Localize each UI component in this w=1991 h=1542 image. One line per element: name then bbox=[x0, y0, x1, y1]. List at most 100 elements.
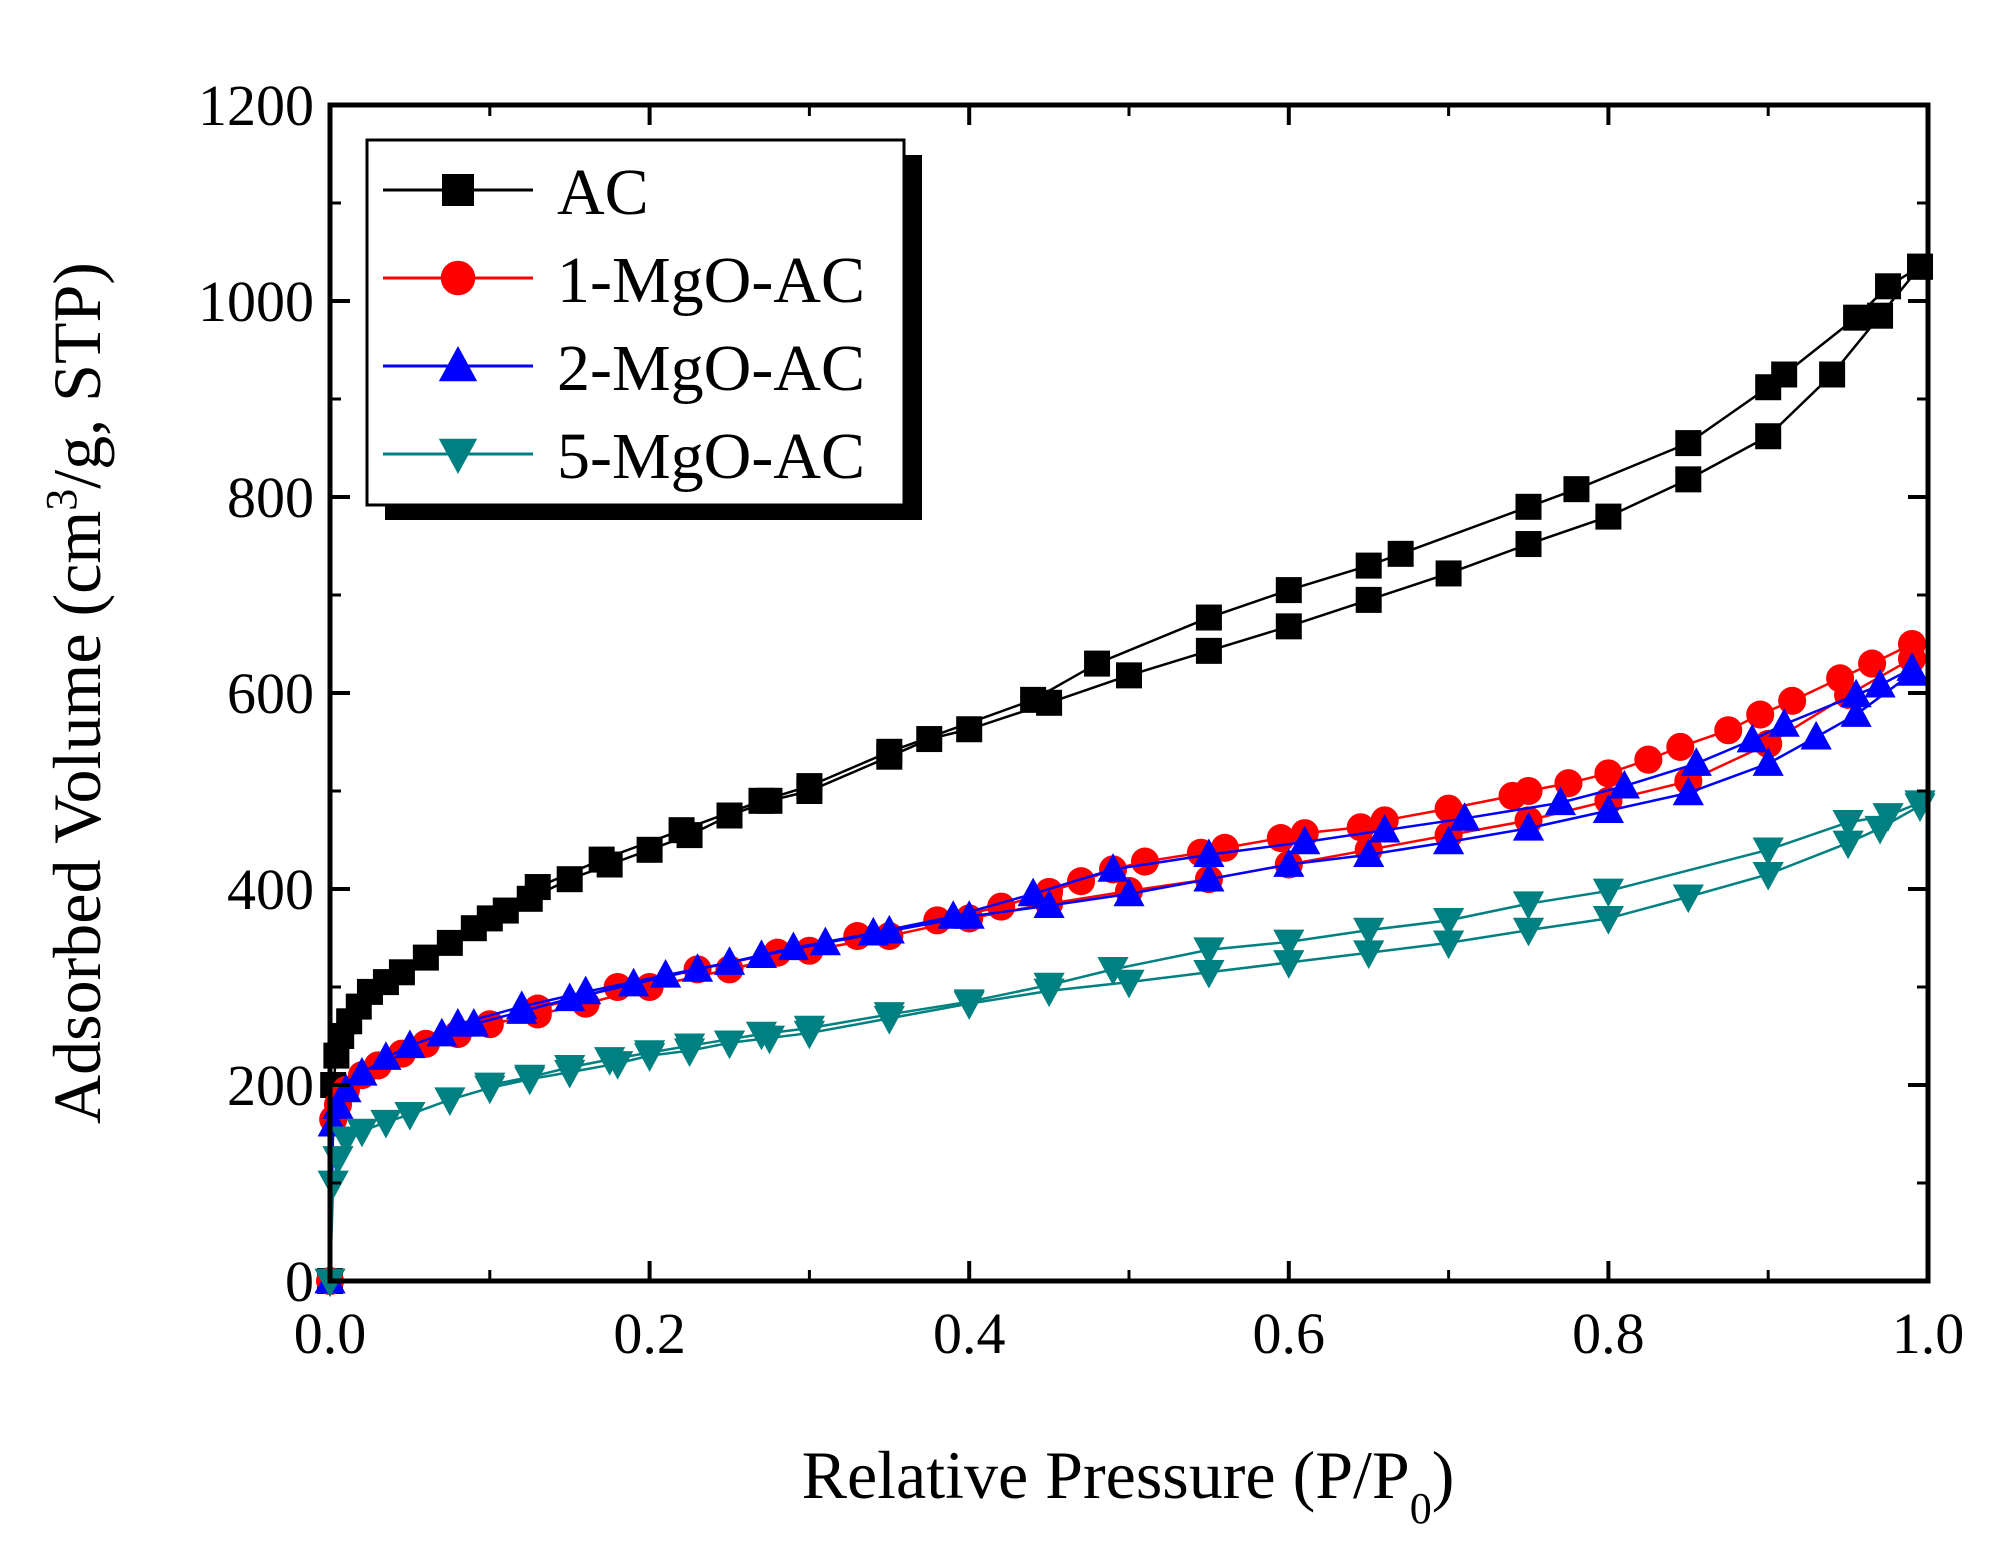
AC-adsorption-point bbox=[1435, 560, 1462, 587]
AC-desorption-point bbox=[796, 773, 823, 800]
y-tick-label: 1000 bbox=[198, 269, 314, 334]
5-MgO-AC-adsorption-point bbox=[394, 1102, 426, 1131]
1-MgO-AC-desorption-point bbox=[1210, 833, 1239, 862]
2-MgO-AC-desorption-point bbox=[1097, 853, 1129, 882]
y-tick-label: 1200 bbox=[198, 73, 314, 138]
x-tick-label: 0.6 bbox=[1253, 1301, 1326, 1366]
AC-adsorption-point bbox=[436, 929, 463, 956]
5-MgO-AC-desorption-point bbox=[1353, 917, 1385, 947]
AC-desorption-point bbox=[1387, 540, 1414, 567]
2-MgO-AC-adsorption-point bbox=[1752, 747, 1784, 776]
AC-adsorption-point bbox=[1355, 586, 1382, 613]
AC-adsorption-point bbox=[1275, 613, 1302, 640]
5-MgO-AC-adsorption-point bbox=[346, 1118, 378, 1148]
2-MgO-AC-desorption-point bbox=[1768, 708, 1800, 737]
AC-adsorption-point bbox=[1867, 302, 1894, 329]
x-axis-title: Relative Pressure (P/P0) bbox=[802, 1437, 1455, 1533]
5-MgO-AC-adsorption-point bbox=[317, 1170, 349, 1200]
2-MgO-AC-desorption-point bbox=[442, 1007, 474, 1037]
AC-desorption-point bbox=[748, 787, 775, 814]
2-MgO-AC-desorption-point bbox=[937, 900, 969, 929]
5-MgO-AC-desorption-point bbox=[474, 1072, 506, 1102]
AC-adsorption-point bbox=[916, 726, 943, 753]
AC-adsorption-point bbox=[636, 836, 663, 863]
AC-desorption-point bbox=[1355, 552, 1382, 579]
legend-marker-1-MgO-AC bbox=[440, 260, 476, 296]
legend-marker-AC bbox=[442, 174, 474, 206]
AC-adsorption-point bbox=[492, 897, 519, 924]
y-axis-title-main: Adsorbed Volume (cm bbox=[39, 511, 115, 1124]
5-MgO-AC-adsorption-point bbox=[1113, 969, 1145, 999]
1-MgO-AC-desorption-point bbox=[1266, 824, 1295, 853]
2-MgO-AC-desorption-point bbox=[1544, 786, 1577, 816]
5-MgO-AC-desorption-point bbox=[1872, 803, 1904, 832]
2-MgO-AC-adsorption-point bbox=[346, 1056, 378, 1086]
1-MgO-AC-desorption-point bbox=[1858, 649, 1887, 678]
AC-adsorption-point bbox=[1819, 361, 1846, 388]
1-MgO-AC-desorption-point bbox=[1826, 664, 1855, 693]
2-MgO-AC-desorption-point bbox=[713, 946, 746, 975]
AC-adsorption-point bbox=[412, 944, 439, 971]
1-MgO-AC-desorption-point bbox=[1130, 847, 1160, 876]
2-MgO-AC-adsorption-point bbox=[681, 953, 714, 982]
x-axis-title-sub: 0 bbox=[1410, 1484, 1432, 1533]
2-MgO-AC-desorption-point bbox=[1448, 802, 1481, 831]
5-MgO-AC-desorption-point bbox=[793, 1015, 825, 1045]
5-MgO-AC-desorption-point bbox=[554, 1055, 586, 1084]
AC-adsorption-point bbox=[956, 716, 983, 743]
y-tick-label: 400 bbox=[227, 857, 314, 922]
2-MgO-AC-adsorption-point bbox=[1033, 889, 1065, 919]
AC-desorption-point bbox=[1875, 273, 1902, 300]
5-MgO-AC-desorption-point bbox=[514, 1064, 546, 1094]
AC-adsorption-point bbox=[556, 866, 583, 893]
AC-adsorption-point bbox=[1595, 503, 1622, 530]
y-tick-label: 800 bbox=[227, 465, 314, 530]
5-MgO-AC-adsorption-point bbox=[1832, 830, 1864, 860]
AC-desorption-point bbox=[524, 874, 551, 901]
x-tick-label: 0.4 bbox=[933, 1301, 1006, 1366]
1-MgO-AC-desorption-point bbox=[1714, 716, 1743, 745]
2-MgO-AC-desorption-point bbox=[777, 931, 810, 961]
5-MgO-AC-desorption-point bbox=[1904, 790, 1936, 820]
2-MgO-AC-desorption-point bbox=[1736, 723, 1768, 753]
AC-adsorption-point bbox=[1515, 531, 1542, 558]
2-MgO-AC-adsorption-point bbox=[1840, 698, 1872, 727]
5-MgO-AC-desorption-point bbox=[1273, 929, 1305, 959]
AC-desorption-point bbox=[1755, 374, 1782, 401]
legend-marker-2-MgO-AC bbox=[438, 346, 478, 382]
AC-adsorption-point bbox=[1116, 662, 1142, 689]
2-MgO-AC-adsorption-point bbox=[1353, 838, 1385, 868]
2-MgO-AC-desorption-point bbox=[1840, 678, 1872, 708]
AC-desorption-point bbox=[876, 738, 903, 765]
5-MgO-AC-desorption-point bbox=[1433, 908, 1465, 937]
x-tick-label: 0.2 bbox=[613, 1301, 686, 1366]
2-MgO-AC-desorption-point bbox=[1289, 825, 1321, 855]
AC-adsorption-point bbox=[1195, 637, 1222, 664]
AC-desorption-point bbox=[1195, 604, 1222, 631]
1-MgO-AC-desorption-point bbox=[1594, 759, 1623, 788]
AC-desorption-point bbox=[1020, 686, 1047, 713]
2-MgO-AC-desorption-point bbox=[1369, 813, 1401, 843]
2-MgO-AC-desorption-point bbox=[1193, 838, 1225, 868]
AC-adsorption-point bbox=[1755, 423, 1782, 450]
2-MgO-AC-adsorption-point bbox=[618, 967, 650, 997]
5-MgO-AC-adsorption-point bbox=[370, 1109, 402, 1139]
x-axis-title-main: Relative Pressure (P/P bbox=[802, 1437, 1410, 1513]
2-MgO-AC-adsorption-point bbox=[330, 1073, 362, 1103]
2-MgO-AC-desorption-point bbox=[506, 990, 538, 1019]
series-5-MgO-AC bbox=[314, 790, 1936, 1298]
AC-desorption-point bbox=[1084, 650, 1111, 677]
2-MgO-AC-adsorption-point bbox=[1273, 848, 1305, 877]
1-MgO-AC-desorption-line bbox=[537, 642, 1913, 1010]
5-MgO-AC-adsorption-point bbox=[330, 1126, 362, 1156]
5-MgO-AC-desorption-point bbox=[1832, 810, 1864, 839]
1-MgO-AC-desorption-point bbox=[1666, 732, 1695, 761]
5-MgO-AC-adsorption-point bbox=[1752, 861, 1784, 891]
2-MgO-AC-adsorption-point bbox=[809, 926, 841, 956]
y-axis-title: Adsorbed Volume (cm3/g, STP) bbox=[37, 262, 116, 1124]
legend-label-AC: AC bbox=[557, 156, 649, 229]
AC-desorption-point bbox=[1563, 476, 1590, 503]
2-MgO-AC-desorption-point bbox=[1017, 877, 1049, 907]
1-MgO-AC-desorption-point bbox=[1634, 745, 1663, 774]
